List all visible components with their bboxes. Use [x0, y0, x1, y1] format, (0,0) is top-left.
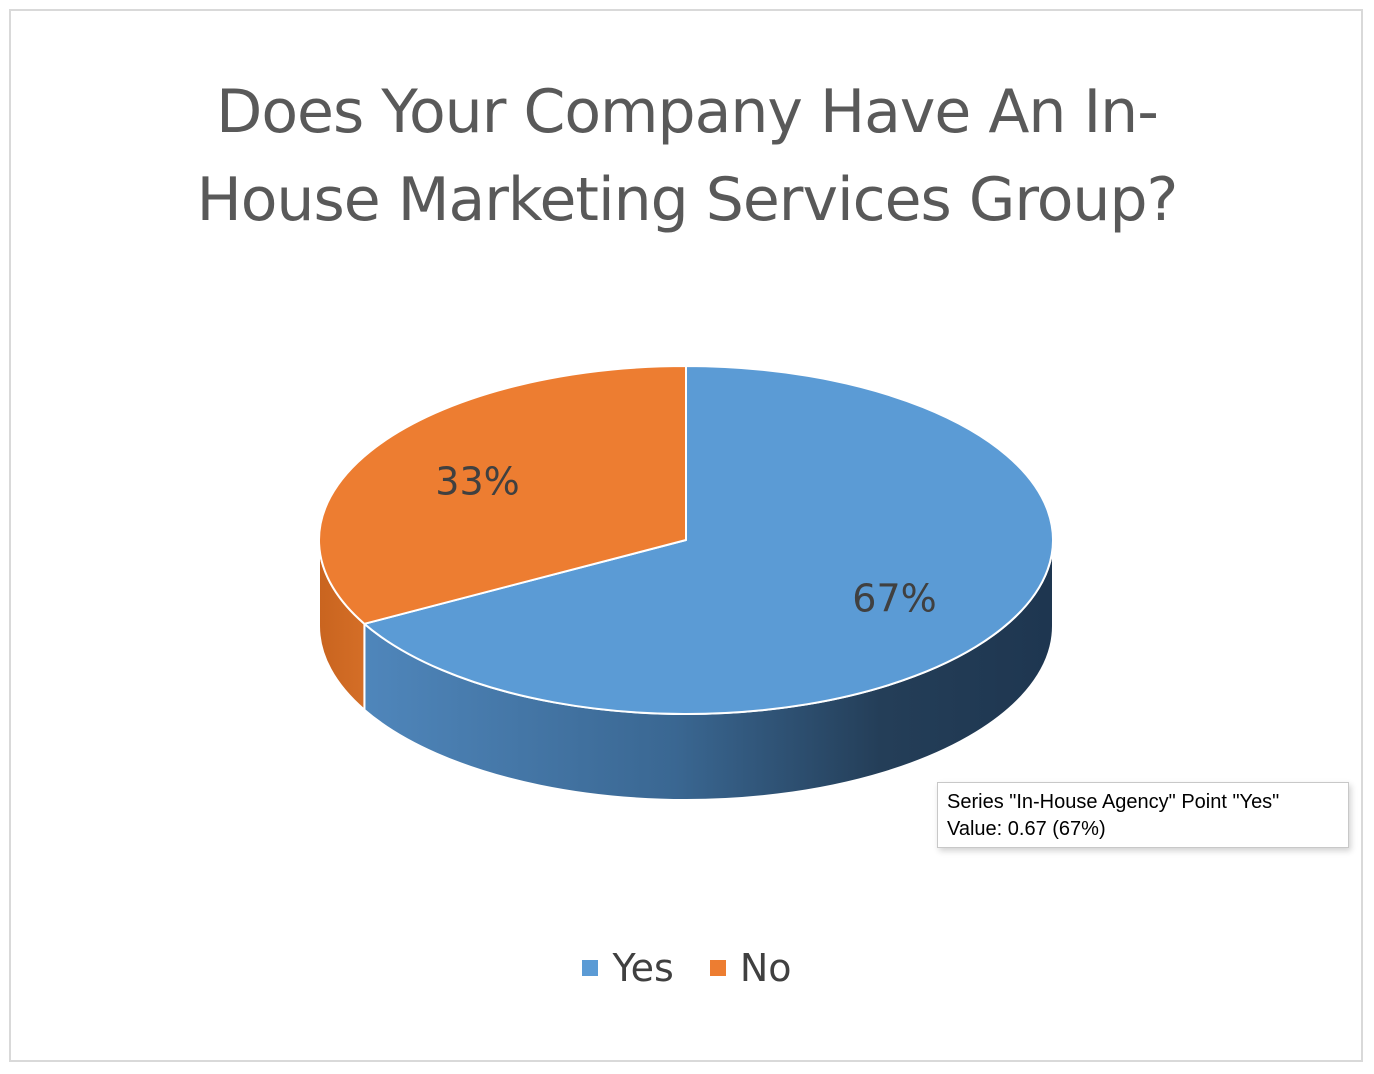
tooltip-series-line: Series "In-House Agency" Point "Yes"	[947, 791, 1280, 813]
legend-swatch-no	[709, 960, 726, 976]
data-point-tooltip: Series "In-House Agency" Point "Yes" Val…	[937, 782, 1349, 848]
legend-item-no[interactable]: No	[709, 946, 792, 990]
chart-title-line-1: Does Your Company Have An In-	[216, 77, 1159, 147]
pie-slice-no[interactable]	[318, 365, 687, 625]
chart-title[interactable]: Does Your Company Have An In- House Mark…	[0, 68, 1374, 244]
data-label-yes: 67%	[852, 577, 936, 621]
legend-label-no: No	[739, 946, 792, 990]
pie-slice-yes[interactable]	[363, 365, 1054, 715]
legend-label-yes: Yes	[612, 946, 674, 990]
tooltip-value-line: Value: 0.67 (67%)	[947, 818, 1106, 840]
legend-item-yes[interactable]: Yes	[582, 946, 674, 990]
chart-title-line-2: House Marketing Services Group?	[196, 165, 1179, 235]
data-label-no: 33%	[435, 460, 519, 504]
chart-legend[interactable]: Yes No	[0, 946, 1374, 990]
legend-swatch-yes	[582, 960, 599, 976]
